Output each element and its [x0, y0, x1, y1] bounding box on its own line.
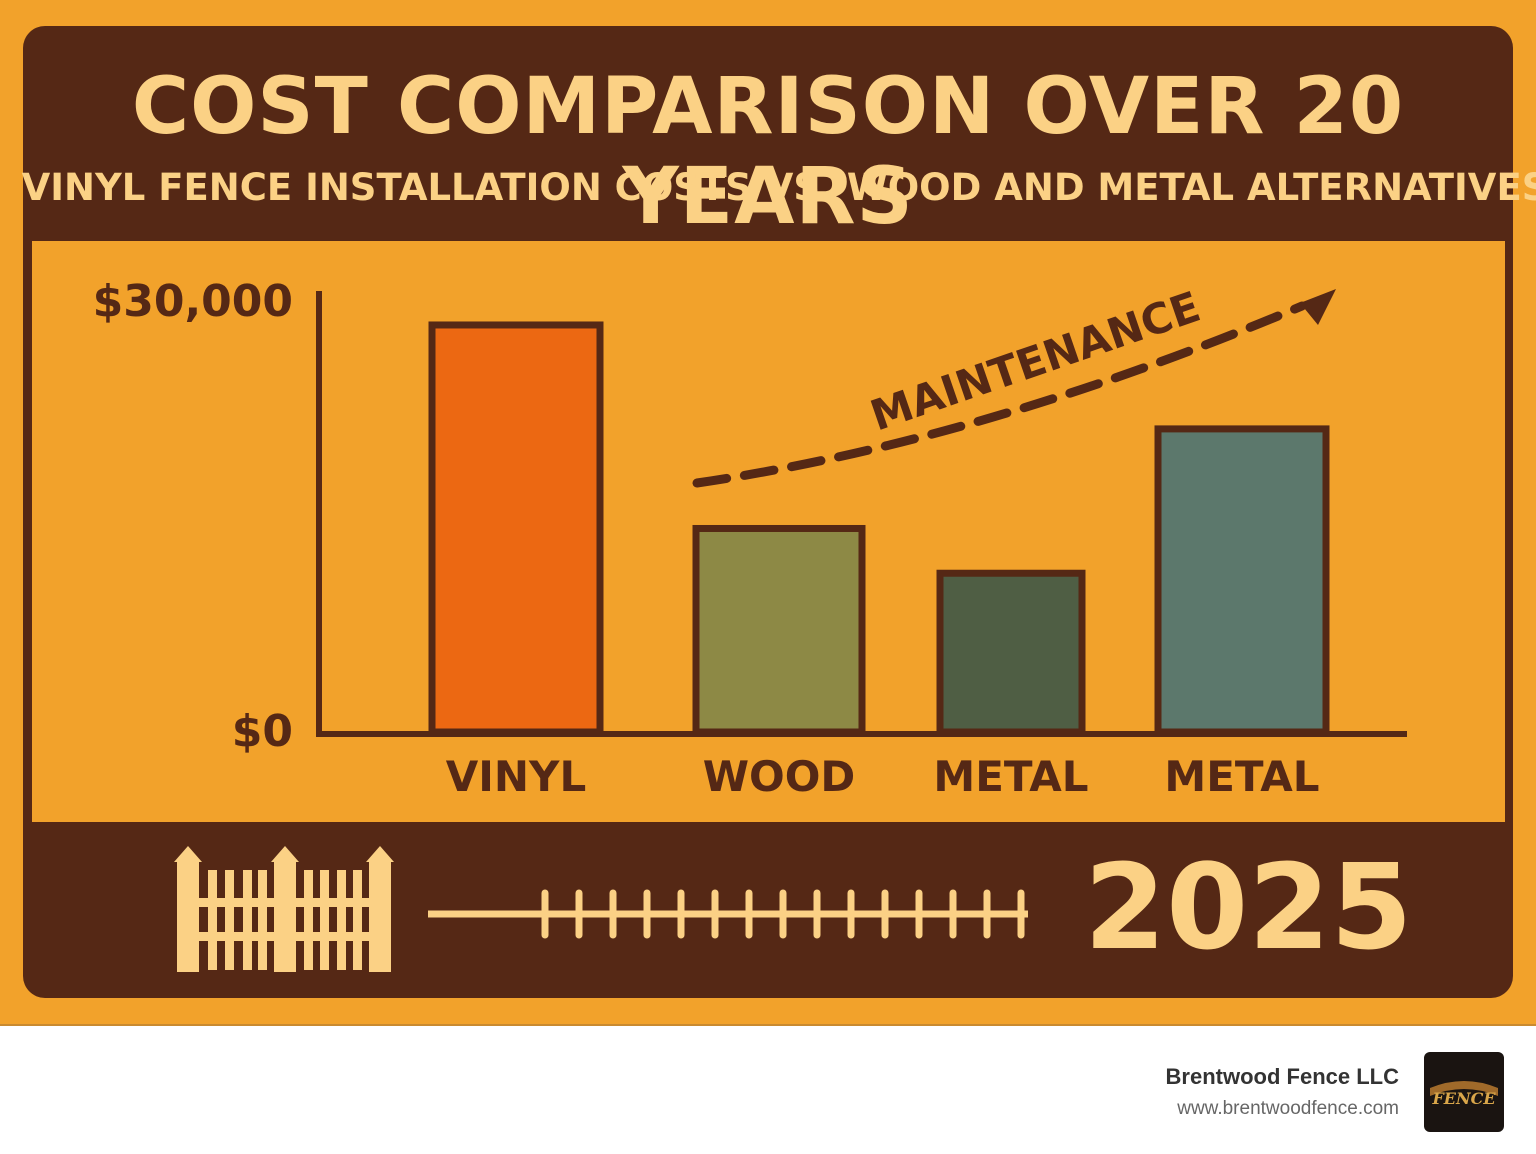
brand-url[interactable]: www.brentwoodfence.com: [1177, 1098, 1399, 1119]
bar-wood-2: [692, 524, 866, 736]
x-tick-label-3: METAL: [933, 752, 1088, 801]
year-label: 2025: [1084, 838, 1413, 976]
bar-vinyl-1: [428, 321, 604, 736]
x-tick-label-1: VINYL: [446, 752, 586, 801]
footer-divider: [0, 1024, 1536, 1026]
bar-chart: $30,000 $0 VINYL WOOD METAL METAL MAINTENAN…: [93, 276, 1407, 801]
bar-metal-4: [1154, 425, 1330, 736]
chart-title: COST COMPARISON OVER 20 YEARS: [131, 62, 1405, 242]
fence-logo-icon: FENCE: [1424, 1052, 1504, 1132]
x-tick-label-4: METAL: [1164, 752, 1319, 801]
brand-name: Brentwood Fence LLC: [1165, 1064, 1399, 1089]
infographic: COST COMPARISON OVER 20 YEARS VINYL FENC…: [0, 0, 1536, 1026]
y-tick-label-max: $30,000: [93, 276, 293, 327]
y-tick-label-min: $0: [232, 706, 293, 757]
x-tick-label-2: WOOD: [703, 752, 856, 801]
maintenance-trend-line: [692, 301, 1307, 488]
bar-metal-3: [936, 569, 1086, 736]
svg-text:FENCE: FENCE: [1431, 1089, 1496, 1108]
chart-area: $30,000 $0 VINYL WOOD METAL METAL MAINTENAN…: [32, 241, 1505, 822]
trend-arrowhead-icon: [1300, 289, 1336, 325]
maintenance-annotation: MAINTENANCE: [864, 282, 1206, 441]
chart-subtitle: VINYL FENCE INSTALLATION COSTS VS. WOOD …: [21, 166, 1536, 209]
